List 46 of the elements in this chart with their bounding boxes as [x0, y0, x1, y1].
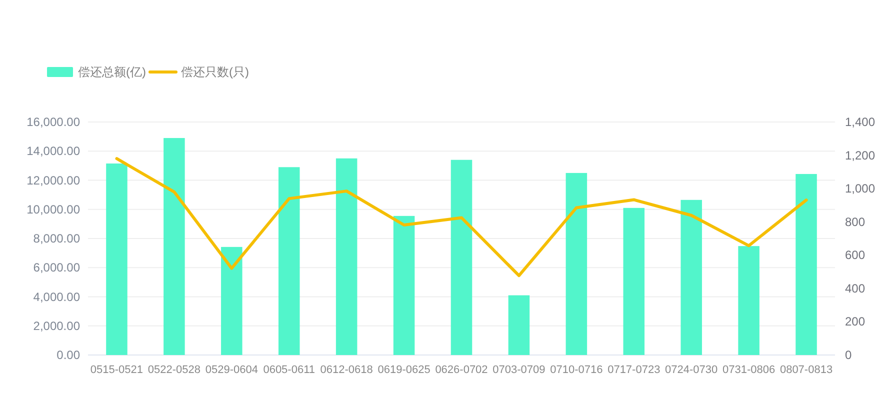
bar: [393, 216, 415, 355]
x-tick-label: 0703-0709: [492, 364, 546, 376]
y-tick-label: 12,000.00: [26, 173, 80, 188]
bar: [566, 172, 588, 355]
y2-tick-label: 200: [845, 314, 866, 329]
x-tick-label: 0731-0806: [722, 364, 776, 376]
bar: [450, 160, 472, 355]
y-tick-label: 16,000.00: [26, 115, 80, 129]
x-tick-label: 0612-0618: [320, 364, 373, 376]
y2-tick-label: 800: [845, 214, 866, 229]
legend-label: 偿还只数(只): [181, 65, 249, 79]
y2-tick-label: 400: [845, 281, 866, 296]
x-tick-label: 0515-0521: [90, 364, 144, 376]
x-tick-label: 0724-0730: [665, 364, 718, 376]
y2-tick-label: 0: [845, 348, 852, 362]
line-series: [115, 157, 808, 278]
bar: [221, 246, 242, 355]
y2-tick-label: 1,400: [845, 115, 876, 129]
bar: [106, 164, 128, 355]
y2-tick-label: 1,000: [845, 182, 876, 196]
y-tick-label: 8,000.00: [33, 232, 80, 246]
bar: [738, 246, 760, 355]
bar: [796, 174, 817, 355]
x-tick-label: 0619-0625: [378, 364, 430, 376]
y-tick-label: 10,000.00: [26, 202, 80, 216]
x-tick-label: 0626-0702: [435, 364, 488, 376]
y2-tick-label: 600: [845, 248, 866, 262]
bar: [508, 295, 530, 355]
bar: [623, 208, 645, 355]
x-tick-label: 0710-0716: [550, 364, 603, 376]
y2-tick-label: 1,200: [845, 148, 876, 162]
y-tick-label: 14,000.00: [26, 144, 80, 158]
y-tick-label: 2,000.00: [33, 318, 80, 333]
y-tick-label: 0.00: [56, 348, 80, 362]
bar: [164, 138, 185, 355]
x-tick-label: 0717-0723: [608, 364, 660, 376]
bar: [336, 158, 358, 355]
x-tick-label: 0529-0604: [205, 364, 258, 376]
x-tick-label: 0605-0611: [263, 364, 316, 376]
bar: [680, 200, 702, 355]
legend-label: 偿还总额(亿): [78, 65, 146, 79]
bar: [278, 167, 300, 355]
x-tick-label: 0522-0528: [148, 364, 200, 376]
x-tick-label: 0807-0813: [780, 364, 833, 376]
y-tick-label: 6,000.00: [33, 260, 80, 275]
y-tick-label: 4,000.00: [33, 290, 80, 304]
